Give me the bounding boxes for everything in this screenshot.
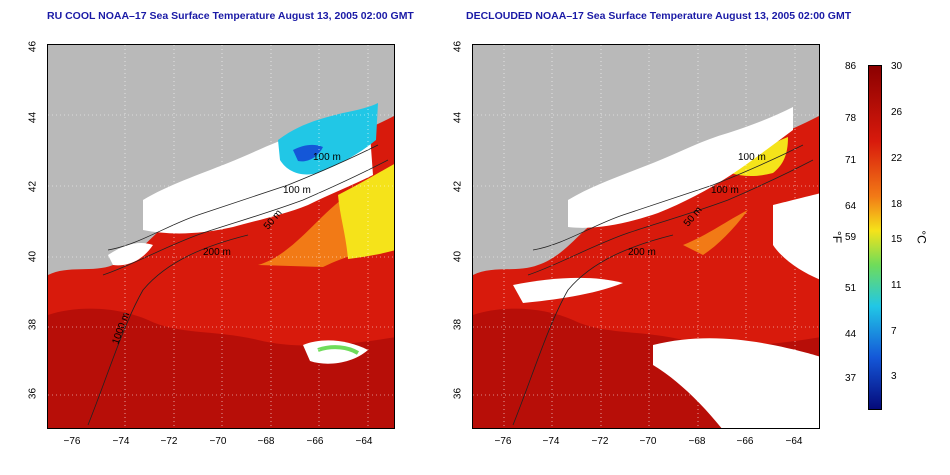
right-map-title: DECLOUDED NOAA–17 Sea Surface Temperatur… — [466, 10, 852, 22]
contour-200m — [102, 159, 389, 276]
lon-tick: −72 — [591, 436, 609, 447]
lon-tick: −74 — [112, 436, 130, 447]
lon-tick: −68 — [688, 436, 706, 447]
fahrenheit-tick: 64 — [845, 201, 857, 212]
celsius-tick: 11 — [891, 280, 902, 291]
contour-label: 200 m — [628, 247, 656, 258]
left-sst-map-svg: 100 m 200 m 100 m 1000 m 50 m — [48, 45, 394, 428]
fahrenheit-tick: 37 — [845, 373, 857, 384]
celsius-tick: 3 — [891, 371, 897, 382]
celsius-tick: 18 — [891, 199, 903, 210]
contour-label: 200 m — [203, 247, 231, 258]
lat-tick: 46 — [27, 40, 39, 53]
lat-tick: 38 — [27, 318, 39, 331]
lat-tick: 46 — [452, 40, 464, 53]
fahrenheit-tick: 86 — [845, 61, 857, 72]
cloud-edge-green — [317, 345, 360, 355]
lat-tick: 36 — [27, 387, 39, 400]
lon-tick: −74 — [542, 436, 560, 447]
celsius-tick: 30 — [891, 61, 903, 72]
cloud-coastal — [108, 243, 153, 266]
lon-tick: −64 — [785, 436, 803, 447]
lon-tick: −76 — [63, 436, 81, 447]
contour-label: 100 m — [313, 152, 341, 163]
graticule — [48, 45, 394, 428]
lat-tick: 44 — [452, 111, 464, 124]
contour-label: 100 m — [711, 185, 739, 196]
contour-1000m — [512, 234, 674, 426]
lon-tick: −72 — [160, 436, 178, 447]
fahrenheit-unit-label: °F — [830, 230, 845, 244]
fahrenheit-tick: 44 — [845, 329, 857, 340]
cloud-south — [653, 338, 819, 428]
lon-tick: −70 — [209, 436, 227, 447]
temperature-colorbar — [868, 65, 882, 410]
lat-tick: 38 — [452, 318, 464, 331]
lon-tick: −76 — [494, 436, 512, 447]
right-sst-map-svg: 100 m 100 m 50 m 200 m — [473, 45, 819, 428]
lon-tick: −66 — [736, 436, 754, 447]
celsius-tick: 15 — [891, 234, 903, 245]
lon-tick: −68 — [257, 436, 275, 447]
contour-100m — [532, 144, 804, 251]
lat-tick: 40 — [27, 250, 39, 263]
fahrenheit-tick: 78 — [845, 113, 857, 124]
ocean-yellow — [338, 164, 394, 259]
celsius-tick: 22 — [891, 153, 903, 164]
fahrenheit-tick: 51 — [845, 283, 857, 294]
fahrenheit-tick: 71 — [845, 155, 857, 166]
lat-tick: 42 — [27, 180, 39, 193]
cloud-gulf-of-maine — [568, 107, 793, 228]
lat-tick: 44 — [27, 111, 39, 124]
graticule — [473, 45, 819, 428]
contour-label: 100 m — [738, 152, 766, 163]
cloud-east — [773, 193, 819, 280]
ocean-cold-blue — [293, 144, 323, 162]
contour-1000m — [87, 234, 249, 426]
lon-tick: −70 — [639, 436, 657, 447]
contour-100m — [107, 144, 379, 251]
ocean-warm-orange — [683, 210, 748, 255]
celsius-tick: 7 — [891, 326, 897, 337]
lat-tick: 42 — [452, 180, 464, 193]
right-sst-map: 100 m 100 m 50 m 200 m — [472, 44, 820, 429]
lon-tick: −66 — [306, 436, 324, 447]
contour-label: 100 m — [283, 185, 311, 196]
lon-tick: −64 — [355, 436, 373, 447]
lat-tick: 36 — [452, 387, 464, 400]
celsius-unit-label: °C — [914, 230, 929, 244]
contour-200m — [527, 159, 814, 276]
fahrenheit-tick: 59 — [845, 232, 857, 243]
left-map-title: RU COOL NOAA–17 Sea Surface Temperature … — [47, 10, 414, 22]
celsius-tick: 26 — [891, 107, 903, 118]
lat-tick: 40 — [452, 250, 464, 263]
ocean-deep-warm — [48, 308, 394, 428]
left-sst-map: 100 m 200 m 100 m 1000 m 50 m — [47, 44, 395, 429]
